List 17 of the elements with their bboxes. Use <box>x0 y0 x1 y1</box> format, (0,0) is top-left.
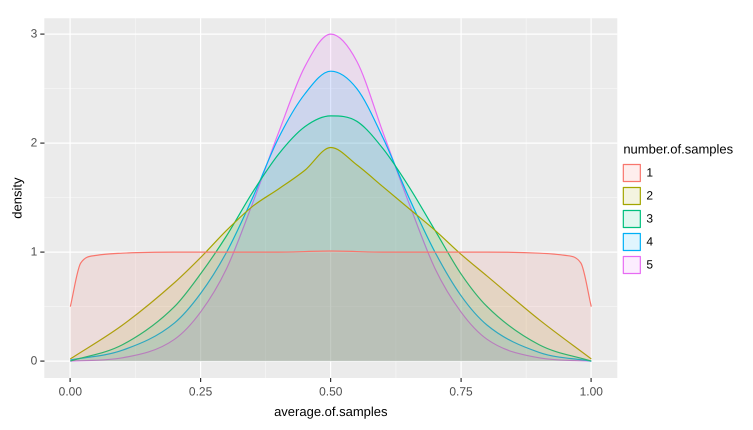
y-tick-label: 2 <box>30 135 38 150</box>
x-tick-label: 1.00 <box>580 384 604 399</box>
x-tick-label: 0.75 <box>449 384 474 399</box>
legend-label: 2 <box>646 188 654 202</box>
y-tick-label: 0 <box>30 353 38 368</box>
legend-label: 4 <box>646 234 654 248</box>
y-axis-title: density <box>9 177 24 219</box>
x-tick-label: 0.25 <box>188 384 213 399</box>
x-axis-title: average.of.samples <box>274 404 388 419</box>
x-tick-label: 0.00 <box>58 384 82 399</box>
legend-label: 1 <box>646 165 654 180</box>
y-tick-label: 3 <box>30 26 38 40</box>
legend-label: 3 <box>646 211 654 226</box>
y-tick-label: 1 <box>30 244 38 258</box>
legend-title: number.of.samples <box>623 142 734 157</box>
x-tick-label: 0.50 <box>319 384 343 399</box>
legend-label: 5 <box>646 257 654 272</box>
